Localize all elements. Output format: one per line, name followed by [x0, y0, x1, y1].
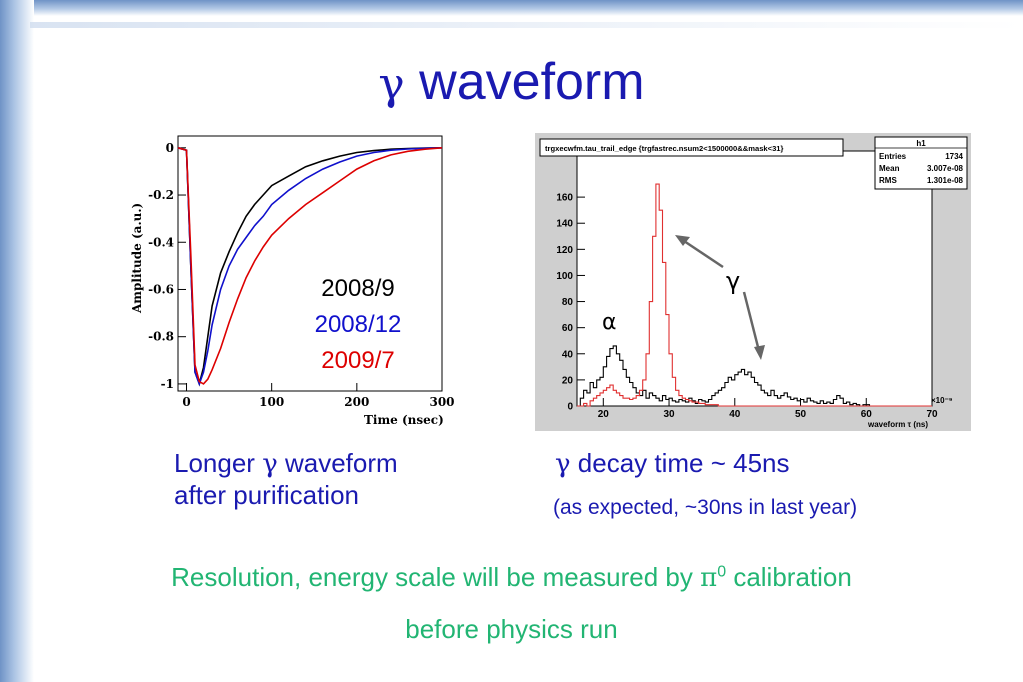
decay-time-histogram: trgxecwfm.tau_trail_edge {trgfastrec.nsu… [535, 133, 971, 431]
y-tick-label: -0.6 [148, 282, 174, 296]
histogram-title-box [539, 138, 844, 157]
right-caption-gamma: γ [555, 449, 571, 479]
hist-x-tick-label: 30 [663, 409, 675, 420]
conclusion-text-b: calibration [726, 562, 852, 592]
stats-rms-label: RMS [879, 176, 897, 185]
left-caption-gamma: γ [262, 449, 278, 479]
hist-y-tick-label: 100 [556, 271, 573, 282]
conclusion-text-a: Resolution, energy scale will be measure… [171, 562, 701, 592]
legend-2009-7: 2009/7 [321, 347, 394, 374]
stats-rms-value: 1.301e-08 [927, 176, 964, 185]
histogram-title: trgxecwfm.tau_trail_edge {trgfastrec.nsu… [545, 144, 784, 153]
left-caption-text-b: waveform [277, 448, 398, 478]
hist-y-tick-label: 80 [562, 297, 574, 308]
x-axis-label: Time (nsec) [364, 413, 444, 427]
title-text: waveform [419, 53, 645, 111]
right-caption: γ decay time ~ 45ns [555, 448, 790, 480]
left-caption-line1: Longer γ waveform [174, 448, 398, 480]
hist-y-tick-label: 140 [556, 219, 573, 230]
x-multiplier-label: ×10⁻⁹ [931, 396, 953, 405]
legend-2008-9: 2008/9 [321, 275, 394, 302]
legend-2008-12: 2008/12 [315, 311, 402, 338]
stats-box-title: h1 [916, 139, 926, 148]
y-tick-label: -0.8 [148, 330, 174, 344]
arrow-to-gamma-peak [742, 291, 765, 360]
hist-y-tick-label: 120 [556, 245, 573, 256]
alpha-annotation: α [602, 310, 617, 335]
slide-frame-top [0, 0, 1023, 16]
x-tick-label: 0 [182, 395, 190, 409]
conclusion-pi: π [700, 563, 718, 593]
waveform-series-line-2 [177, 147, 443, 385]
stats-mean-value: 3.007e-08 [927, 164, 964, 173]
waveform-amplitude-chart: 0 100 200 300 0 -0.2 -0.4 -0.6 -0.8 -1 Amplitude … [130, 135, 455, 427]
slide-title: γ waveform [0, 52, 1023, 112]
title-gamma-symbol: γ [378, 59, 405, 110]
hist-x-tick-label: 50 [795, 409, 807, 420]
y-tick-label: -1 [161, 377, 174, 391]
right-caption-text: decay time ~ 45ns [570, 448, 790, 478]
y-tick-label: 0 [166, 141, 174, 155]
plot-frame [177, 135, 443, 392]
conclusion-line1: Resolution, energy scale will be measure… [0, 562, 1023, 593]
left-caption-text-a: Longer [174, 448, 263, 478]
left-caption-line2: after purification [174, 480, 359, 510]
left-caption: Longer γ waveform after purification [174, 448, 398, 511]
histogram-series-red [577, 183, 932, 407]
x-tick-label: 100 [259, 395, 284, 409]
hist-y-tick-label: 160 [556, 193, 573, 204]
stats-box: h1 Entries 1734 Mean 3.007e-08 RMS 1.301… [874, 136, 968, 190]
y-tick-label: -0.4 [148, 235, 174, 249]
x-tick-label: 300 [429, 395, 454, 409]
arrow-to-prompt-peak [675, 235, 724, 269]
hist-y-tick-label: 0 [567, 402, 573, 413]
stats-entries-value: 1734 [945, 152, 963, 161]
hist-y-tick-label: 40 [562, 349, 574, 360]
stats-entries-label: Entries [879, 152, 907, 161]
hist-x-tick-label: 60 [861, 409, 873, 420]
hist-y-tick-label: 20 [562, 375, 574, 386]
x-tick-label: 200 [344, 395, 369, 409]
conclusion-superscript: 0 [717, 563, 727, 581]
histogram-x-axis-label: waveform τ (ns) [867, 420, 928, 429]
right-note: (as expected, ~30ns in last year) [553, 496, 858, 519]
gamma-annotation: γ [726, 267, 740, 295]
y-axis-label: Amplitude (a.u.) [130, 203, 144, 314]
slide-frame-streak [30, 22, 1023, 28]
stats-mean-label: Mean [879, 164, 900, 173]
y-tick-label: -0.2 [148, 188, 174, 202]
hist-y-tick-label: 60 [562, 323, 574, 334]
hist-x-tick-label: 70 [926, 409, 938, 420]
waveform-series-line-1 [177, 147, 443, 387]
hist-x-tick-label: 20 [598, 409, 610, 420]
conclusion-line2: before physics run [405, 614, 618, 644]
histogram-series-black [577, 345, 932, 407]
slide-frame-left [0, 0, 34, 682]
hist-x-tick-label: 40 [729, 409, 741, 420]
